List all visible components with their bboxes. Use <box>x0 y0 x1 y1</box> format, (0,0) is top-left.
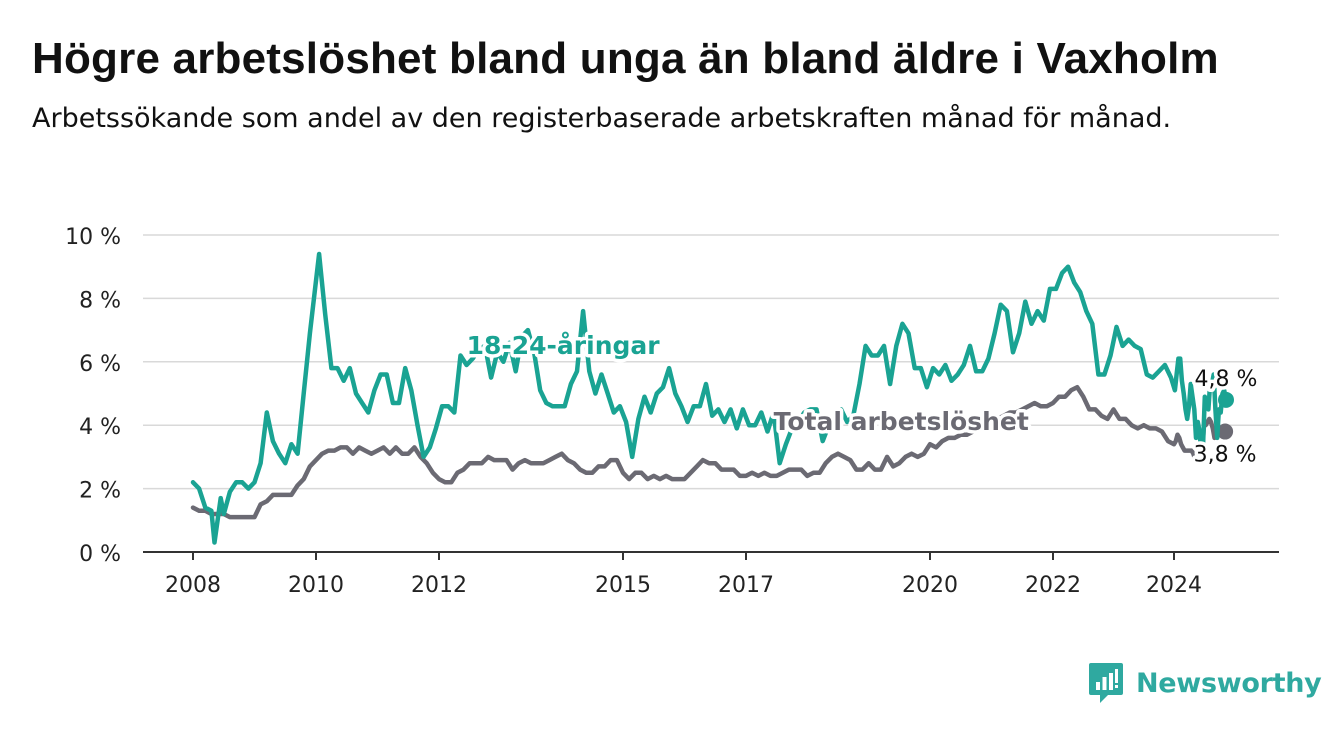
end-value-label-halo: 4,8 % <box>1195 367 1258 392</box>
page-title: Högre arbetslöshet bland unga än bland ä… <box>32 34 1219 83</box>
x-axis: 2008 2010 2012 2015 2017 2020 2022 2024 <box>143 551 1279 598</box>
x-tick-label: 2017 <box>718 573 774 598</box>
x-tick-label: 2024 <box>1146 573 1202 598</box>
x-tick-label: 2008 <box>165 573 221 598</box>
end-value-label-halo: 3,8 % <box>1194 443 1257 468</box>
series-end-marker <box>1218 391 1234 408</box>
page-subtitle: Arbetssökande som andel av den registerb… <box>32 103 1172 134</box>
x-tick-label: 2022 <box>1025 573 1081 598</box>
brand-name: Newsworthy <box>1136 667 1322 699</box>
x-tick-label: 2010 <box>288 573 344 598</box>
series-line <box>190 251 1229 545</box>
newsworthy-logo-icon <box>1089 663 1123 703</box>
x-tick-label: 2012 <box>411 573 467 598</box>
series-label: 18-24-åringar <box>467 331 661 360</box>
y-axis-tick-labels: 0 % 2 % 4 % 6 % 8 % 10 % <box>65 225 121 567</box>
series-label-halo: Total arbetslöshet <box>774 407 1029 436</box>
y-tick-label: 2 % <box>79 479 121 504</box>
series-line <box>190 384 1228 520</box>
series-label: Total arbetslöshet <box>774 407 1029 436</box>
brand: Newsworthy <box>1088 660 1322 706</box>
x-tick-label: 2020 <box>902 573 958 598</box>
y-tick-label: 10 % <box>65 225 121 250</box>
end-value-label: 3,8 % <box>1194 443 1257 468</box>
y-tick-label: 4 % <box>79 415 121 440</box>
gridlines <box>143 234 1279 490</box>
y-tick-label: 6 % <box>79 352 121 377</box>
series-lines <box>190 251 1234 545</box>
y-tick-label: 0 % <box>79 542 121 567</box>
series-end-marker <box>1217 423 1234 440</box>
y-tick-label: 8 % <box>79 288 121 313</box>
x-tick-label: 2015 <box>595 573 651 598</box>
end-value-label: 4,8 % <box>1195 367 1258 392</box>
series-label-halo: 18-24-åringar <box>467 331 661 360</box>
